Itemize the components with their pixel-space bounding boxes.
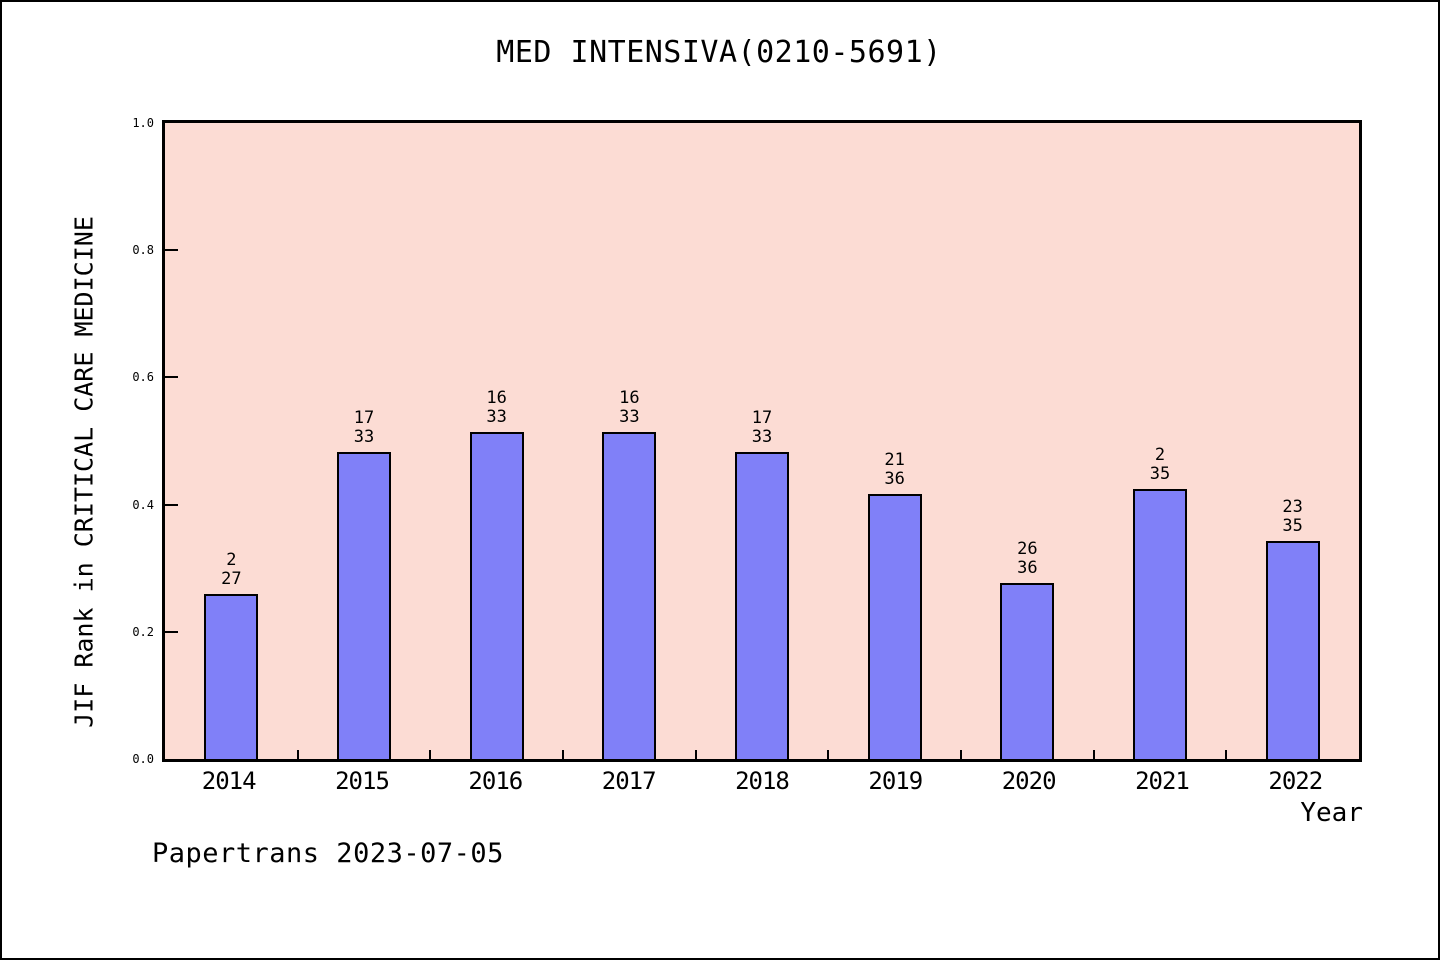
plot-area: 2 27 17 33 16 33 16 33 17 33 21 36 26 36 2 35 23… <box>162 120 1362 762</box>
bars-layer: 2 27 17 33 16 33 16 33 17 33 21 36 26 36 2 35 23… <box>165 123 1359 759</box>
x-tick-label-2014: 2014 <box>201 767 257 795</box>
x-tick-mark <box>827 750 830 759</box>
bar-value-label-2022: 23 35 <box>1282 497 1303 536</box>
x-tick-mark <box>694 750 697 759</box>
bar-2021 <box>1133 489 1187 759</box>
bar-2020 <box>1000 583 1055 759</box>
x-axis-label: Year <box>1300 798 1363 828</box>
y-axis-label: JIF Rank in CRITICAL CARE MEDICINE <box>69 216 99 728</box>
bar-value-label-2021: 2 35 <box>1149 445 1171 484</box>
x-tick-mark <box>562 750 564 759</box>
x-tick-label-2016: 2016 <box>468 767 523 795</box>
y-tick-label-1.0: 1.0 <box>132 116 154 130</box>
y-tick-label-0.4: 0.4 <box>132 497 154 512</box>
bar-2022 <box>1265 541 1320 759</box>
x-tick-mark <box>429 750 432 759</box>
bar-2018 <box>735 452 789 759</box>
x-tick-label-2017: 2017 <box>601 767 657 795</box>
y-tick-mark <box>165 630 178 633</box>
chart-title: MED INTENSIVA(0210-5691) <box>496 35 942 70</box>
x-tick-mark <box>960 750 962 759</box>
bar-2015 <box>337 452 391 759</box>
x-tick-label-2022: 2022 <box>1268 767 1323 795</box>
watermark-text: Papertrans 2023-07-05 <box>152 838 504 869</box>
y-tick-label-0.6: 0.6 <box>132 370 154 385</box>
y-tick-mark <box>165 503 178 506</box>
x-axis-tick-labels: 2014 2015 2016 2017 2018 2019 2020 2021 2022 <box>162 767 1362 795</box>
bar-value-label-2020: 26 36 <box>1017 539 1038 578</box>
x-tick-label-2018: 2018 <box>735 767 790 795</box>
x-tick-mark <box>1092 750 1095 759</box>
y-tick-label-0.0: 0.0 <box>132 752 154 766</box>
x-tick-mark <box>1225 750 1228 759</box>
bar-value-label-2018: 17 33 <box>751 408 773 447</box>
x-tick-label-2020: 2020 <box>1001 767 1057 795</box>
bar-2014 <box>204 594 259 759</box>
bar-2019 <box>867 494 922 759</box>
x-tick-mark <box>296 750 299 759</box>
bar-value-label-2019: 21 36 <box>884 450 905 489</box>
y-tick-mark <box>165 376 178 379</box>
bar-2016 <box>469 432 524 759</box>
bar-2017 <box>602 432 657 759</box>
x-tick-label-2019: 2019 <box>868 767 923 795</box>
x-tick-label-2015: 2015 <box>335 767 390 795</box>
bar-value-label-2016: 16 33 <box>486 388 507 427</box>
bar-value-label-2017: 16 33 <box>619 388 640 427</box>
bar-value-label-2014: 2 27 <box>221 550 242 589</box>
y-tick-label-0.2: 0.2 <box>132 624 154 639</box>
y-tick-mark <box>165 249 178 252</box>
bar-value-label-2015: 17 33 <box>353 408 375 447</box>
x-tick-label-2021: 2021 <box>1135 767 1190 795</box>
y-tick-label-0.8: 0.8 <box>132 243 154 258</box>
